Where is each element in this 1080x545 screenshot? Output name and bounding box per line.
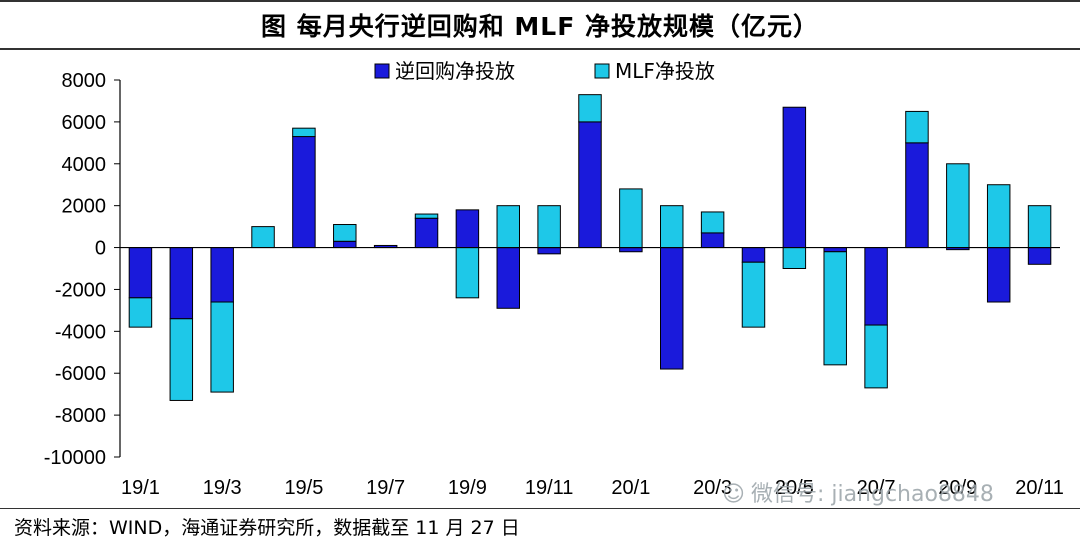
bar-reverse-repo-19-8 [414,217,439,249]
y-tick-label: -8000 [55,405,106,427]
bar-reverse-repo-19-6 [333,240,357,249]
chart-title: 图 每月央行逆回购和 MLF 净投放规模（亿元） [261,12,819,41]
bar-reverse-repo-20-8 [905,142,929,249]
bar-reverse-repo-20-5 [782,106,807,249]
bar-reverse-repo-20-4 [741,247,766,263]
bar-mlf-19-12 [578,94,602,123]
x-tick-label: 20/1 [611,477,650,499]
bar-reverse-repo-20-6 [823,247,847,253]
legend-swatch-reverse-repo [374,63,390,79]
bar-mlf-19-8 [414,213,439,219]
bar-mlf-20-11 [1027,205,1052,249]
source-note: 资料来源：WIND，海通证券研究所，数据截至 11 月 27 日 [14,517,520,539]
title-bar: 图 每月央行逆回购和 MLF 净投放规模（亿元） [0,0,1080,50]
bar-mlf-20-3 [700,211,725,234]
y-tick-label: 2000 [62,196,107,218]
stacked-bar-chart: -10000 -8000 -6000 -4000 -2000 0 2000 4000 6000 8… [44,59,1064,499]
x-tick-label: 20/11 [1015,477,1064,499]
watermark: ☺ 微信号: jiangchao8848 [722,476,994,508]
y-tick-label: 0 [95,238,106,260]
y-tick-label: 8000 [62,70,107,92]
bar-reverse-repo-20-1 [619,247,643,253]
bar-mlf-19-5 [292,127,316,138]
bar-reverse-repo-19-3 [210,247,234,303]
legend-swatch-mlf [594,63,610,79]
bar-reverse-repo-20-2 [660,247,684,370]
y-axis: -10000 -8000 -6000 -4000 -2000 0 2000 4000 6000 8… [44,70,121,469]
x-tick-label: 20/7 [857,477,896,499]
bar-mlf-20-8 [905,110,929,144]
bar-mlf-20-7 [864,324,888,389]
bar-mlf-19-3 [210,301,234,393]
bar-mlf-20-6 [823,251,847,366]
bar-mlf-19-1 [128,297,153,328]
x-tick-label: 19/9 [448,477,487,499]
bar-mlf-19-6 [333,224,357,242]
y-tick-label: -10000 [44,447,106,469]
bar-reverse-repo-20-10 [986,247,1011,303]
x-tick-label: 19/11 [525,477,574,499]
bar-mlf-20-5 [782,247,807,270]
x-tick-label: 20/3 [693,477,732,499]
bar-reverse-repo-20-3 [700,232,725,249]
watermark-text: 微信号: jiangchao8848 [750,482,994,507]
y-tick-label: 4000 [62,154,107,176]
legend-label-reverse-repo: 逆回购净投放 [395,59,515,83]
bar-reverse-repo-19-5 [292,136,316,249]
bar-mlf-19-9 [455,247,480,299]
bar-reverse-repo-19-11 [537,247,561,255]
footer-divider [0,508,1080,509]
x-tick-label: 19/3 [203,477,242,499]
bar-mlf-19-2 [169,318,194,401]
y-tick-label: -6000 [55,363,106,385]
bar-reverse-repo-19-2 [169,247,194,320]
bar-reverse-repo-19-9 [455,209,480,249]
x-tick-label: 19/7 [366,477,405,499]
bar-reverse-repo-20-11 [1027,247,1052,265]
bar-reverse-repo-20-7 [864,247,888,326]
x-tick-label: 19/5 [284,477,323,499]
bar-mlf-20-1 [619,188,643,249]
bar-reverse-repo-19-1 [128,247,153,299]
plot-area [128,94,1052,401]
wechat-icon: ☺ [722,482,745,507]
bar-mlf-20-10 [986,184,1011,249]
bar-mlf-19-4 [251,226,275,249]
bar-mlf-19-11 [537,205,561,249]
bar-reverse-repo-19-12 [578,121,602,249]
bar-mlf-19-10 [496,205,520,249]
y-tick-label: -4000 [55,321,106,343]
bar-mlf-20-4 [741,261,766,328]
bar-reverse-repo-19-10 [496,247,520,309]
y-tick-label: -2000 [55,279,106,301]
x-axis: 19/1 19/3 19/5 19/7 19/9 19/11 20/1 20/3 20/5 20/… [120,246,1064,499]
x-tick-label: 20/5 [775,477,814,499]
legend: 逆回购净投放 MLF净投放 [374,59,715,83]
x-tick-label: 19/1 [121,477,160,499]
x-tick-label: 20/9 [938,477,977,499]
y-tick-label: 6000 [62,112,107,134]
legend-label-mlf: MLF净投放 [615,59,715,83]
bar-mlf-20-2 [660,205,684,249]
bar-mlf-20-9 [946,163,970,249]
